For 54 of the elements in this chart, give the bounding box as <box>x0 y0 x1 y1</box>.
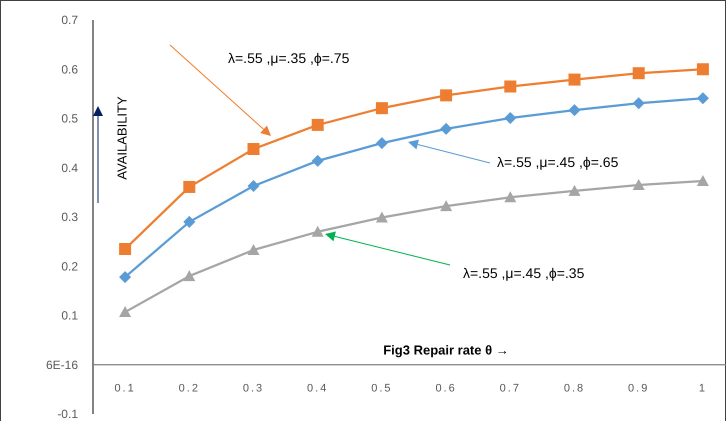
point <box>248 180 260 192</box>
annotation: λ=.55 ,μ=.35 ,ϕ=.75 <box>228 50 350 66</box>
point <box>696 92 709 104</box>
x-tick-label: 0.4 <box>307 382 328 395</box>
x-tick-label: 0.9 <box>628 382 650 395</box>
x-tick-label: 0.7 <box>500 382 521 395</box>
point <box>119 243 132 256</box>
point <box>440 122 452 135</box>
point <box>312 154 324 167</box>
point <box>696 175 709 186</box>
point <box>248 143 260 156</box>
point <box>119 306 132 318</box>
x-tick-label: 1 <box>698 382 707 395</box>
point <box>119 271 132 284</box>
y-axis-title: AVAILABILITY <box>114 96 130 180</box>
point <box>504 80 516 92</box>
x-tick-label: 0.3 <box>242 382 264 395</box>
x-tick-label: 0.5 <box>371 382 393 395</box>
y-tick-label: 0.2 <box>61 259 78 274</box>
point <box>632 97 645 110</box>
y-tick-label: -0.1 <box>57 407 78 421</box>
x-tick-label: 0.8 <box>564 382 586 395</box>
point <box>183 180 196 193</box>
annotation: λ=.55 ,μ=.45 ,ϕ=.65 <box>497 154 619 170</box>
point <box>183 270 196 282</box>
point <box>312 118 324 131</box>
y-tick-label: 0.7 <box>61 13 78 28</box>
point <box>568 74 580 86</box>
y-tick-label: 0.1 <box>61 308 78 323</box>
point <box>568 104 580 116</box>
x-tick-label: 0.1 <box>114 382 136 395</box>
point <box>632 178 645 190</box>
y-tick-label: 6E-16 <box>46 358 78 372</box>
point <box>504 112 516 124</box>
point <box>632 67 645 80</box>
y-tick-label: 0.5 <box>61 112 78 126</box>
point <box>440 200 452 212</box>
point <box>568 184 580 196</box>
point <box>183 216 196 228</box>
point <box>376 211 388 222</box>
y-tick-label: 0.6 <box>61 62 78 76</box>
annotation: λ=.55 ,μ=.45 ,ϕ=.35 <box>463 264 585 281</box>
x-tick-label: 0.2 <box>178 382 200 395</box>
y-tick-label: 0.3 <box>61 210 78 224</box>
point <box>376 102 388 114</box>
point <box>248 244 260 255</box>
point <box>504 191 516 202</box>
point <box>440 89 452 102</box>
point <box>376 137 388 150</box>
x-axis-title: Fig3 Repair rate θ → <box>383 342 509 358</box>
point <box>312 226 324 237</box>
y-tick-label: 0.4 <box>61 160 78 175</box>
point <box>696 63 709 76</box>
x-tick-label: 0.6 <box>435 382 457 395</box>
